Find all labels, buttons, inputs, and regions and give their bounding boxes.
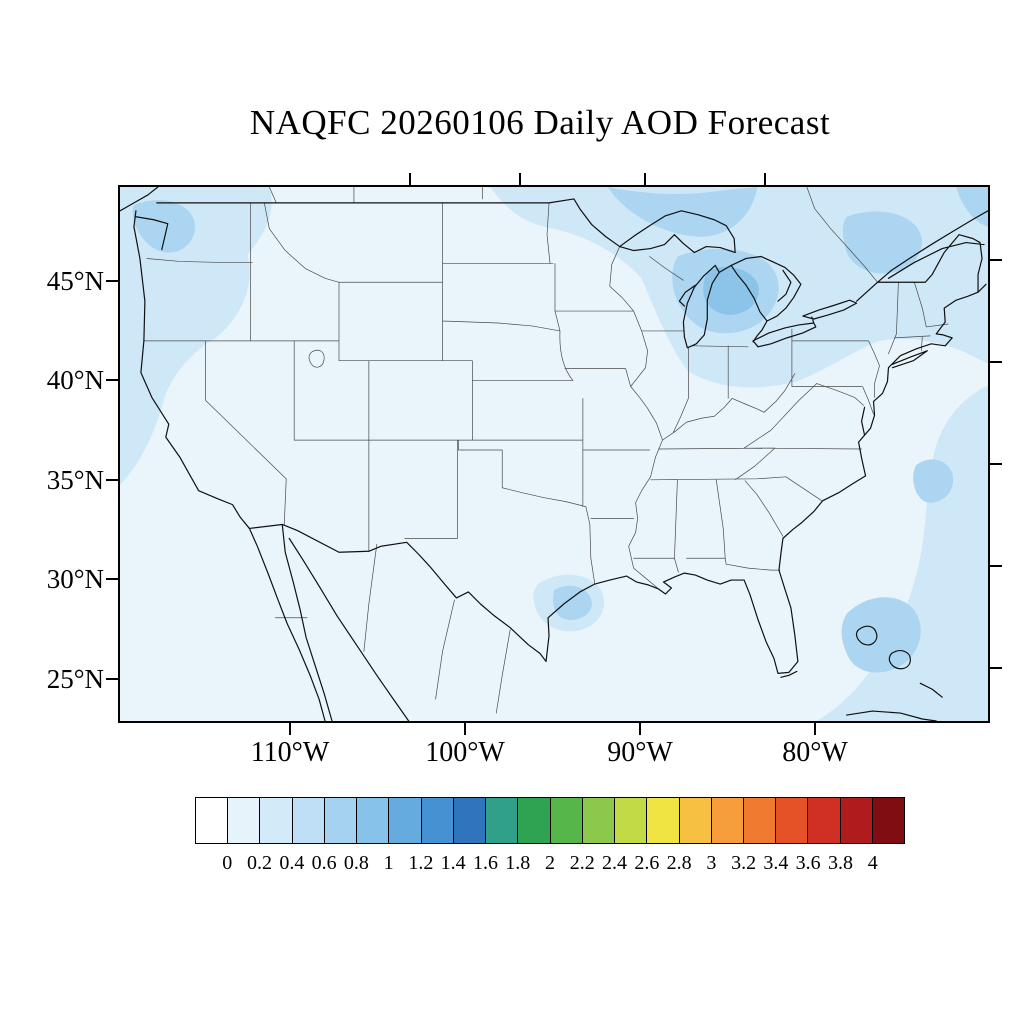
colorbar-box	[742, 797, 777, 844]
lat-tick	[106, 479, 118, 481]
lat-tick	[106, 379, 118, 381]
colorbar-tick-label: 3.2	[731, 852, 757, 874]
great-lakes-outlines	[620, 211, 857, 348]
colorbar-box	[195, 797, 229, 844]
aod-region-gulf-spot-core	[553, 585, 592, 621]
colorbar-box	[356, 797, 390, 844]
lat-label-35n: 35°N	[46, 465, 104, 495]
colorbar-tick-label: 1.2	[408, 852, 434, 874]
colorbar-tick-label: 1	[383, 852, 394, 874]
colorbar-box	[646, 797, 680, 844]
colorbar-box	[581, 797, 616, 844]
lat-label-45n: 45°N	[46, 266, 104, 296]
colorbar-box	[549, 797, 583, 844]
aod-region-superior	[607, 187, 758, 237]
colorbar-box	[323, 797, 358, 844]
state-borders-layer	[144, 187, 948, 713]
aod-region-ne-corner	[956, 187, 988, 227]
lon-tick	[644, 173, 646, 185]
lat-tick	[990, 667, 1002, 669]
lat-tick	[990, 565, 1002, 567]
colorbar-tick-label: 1.8	[505, 852, 531, 874]
colorbar-box	[839, 797, 873, 844]
lat-label-30n: 30°N	[46, 564, 104, 594]
lat-label-40n: 40°N	[46, 365, 104, 395]
aod-region-atlantic-core2	[913, 459, 954, 503]
lat-tick	[990, 361, 1002, 363]
lat-tick	[990, 259, 1002, 261]
colorbar-box	[291, 797, 325, 844]
lon-label-80w: 80°W	[782, 737, 848, 768]
pacific-coastline	[120, 187, 409, 721]
colorbar-labels: 0 0.2 0.4 0.6 0.8 1 1.2 1.4 1.6 1.8 2 2.2 2.4 2.6 2.8 3…	[195, 851, 905, 877]
colorbar-box	[485, 797, 519, 844]
colorbar-box	[388, 797, 422, 844]
lon-tick	[519, 173, 521, 185]
colorbar	[195, 797, 906, 844]
lon-tick	[814, 723, 816, 735]
aod-shading-layer	[120, 187, 988, 721]
colorbar-box	[678, 797, 712, 844]
colorbar-tick-label: 1.4	[440, 852, 466, 874]
colorbar-box	[775, 797, 809, 844]
colorbar-box	[871, 797, 906, 844]
colorbar-box	[452, 797, 487, 844]
colorbar-tick-label: 4	[867, 852, 878, 874]
aod-region-pacific-nw-core	[132, 200, 195, 253]
colorbar-box	[614, 797, 648, 844]
colorbar-tick-label: 2.8	[666, 852, 692, 874]
colorbar-box	[807, 797, 841, 844]
coastline-layer	[120, 187, 988, 721]
colorbar-tick-label: 0.2	[247, 852, 273, 874]
lon-tick	[639, 723, 641, 735]
colorbar-tick-label: 2	[545, 852, 555, 874]
conus-map	[120, 187, 988, 721]
lon-label-100w: 100°W	[425, 737, 505, 768]
lat-label-25n: 25°N	[46, 664, 104, 694]
colorbar-box	[227, 797, 261, 844]
colorbar-tick-label: 2.2	[569, 852, 595, 874]
lon-tick	[764, 173, 766, 185]
aod-region-st-lawrence	[842, 211, 922, 274]
forecast-map-panel	[118, 185, 990, 723]
lon-tick	[289, 723, 291, 735]
colorbar-tick-label: 0.4	[279, 852, 305, 874]
state-borders	[144, 187, 948, 713]
aod-region-pacific-nw	[120, 187, 272, 485]
lat-tick	[106, 578, 118, 580]
colorbar-box	[420, 797, 454, 844]
page-title: NAQFC 20260106 Daily AOD Forecast	[249, 103, 831, 142]
international-borders	[157, 199, 988, 662]
islands-and-keys	[781, 626, 942, 721]
colorbar-tick-label: 0.8	[343, 852, 369, 874]
colorbar-tick-label: 0	[222, 852, 233, 874]
colorbar-tick-label: 2.6	[634, 852, 660, 874]
lon-tick	[464, 723, 466, 735]
lon-label-110w: 110°W	[250, 737, 330, 768]
aod-region-lake-michigan-core	[703, 266, 759, 315]
colorbar-tick-label: 1.6	[472, 852, 498, 874]
gulf-atlantic-coastline	[546, 284, 986, 673]
colorbar-tick-label: 3.8	[827, 852, 853, 874]
colorbar-box	[710, 797, 744, 844]
colorbar-tick-label: 2.4	[602, 852, 628, 874]
lat-tick	[106, 678, 118, 680]
lat-tick	[990, 463, 1002, 465]
lon-label-90w: 90°W	[607, 737, 673, 768]
colorbar-tick-label: 3	[706, 852, 717, 874]
lat-tick	[106, 280, 118, 282]
colorbar-tick-label: 3.6	[795, 852, 821, 874]
colorbar-tick-label: 0.6	[311, 852, 337, 874]
aod-region-atlantic-core	[841, 597, 921, 673]
colorbar-tick-label: 3.4	[763, 852, 789, 874]
colorbar-box	[517, 797, 551, 844]
colorbar-box	[259, 797, 293, 844]
lon-tick	[409, 173, 411, 185]
